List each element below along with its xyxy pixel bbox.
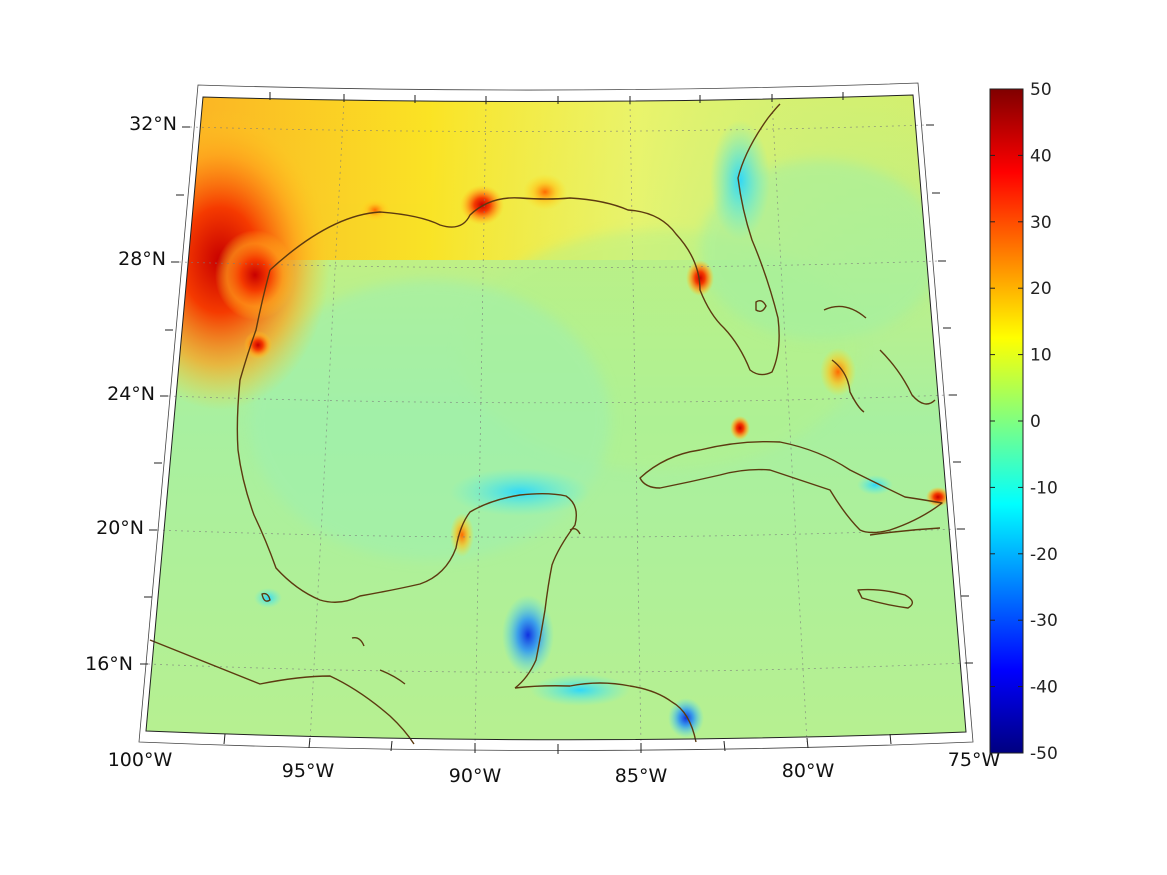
lat-label-20n: 20°N <box>96 517 144 539</box>
lon-label-80w: 80°W <box>782 760 835 782</box>
lon-label-75w: 75°W <box>948 749 1001 771</box>
lon-label-85w: 85°W <box>615 765 668 787</box>
graticule <box>147 99 966 746</box>
latitude-labels: 32°N 28°N 24°N 20°N 16°N <box>85 113 177 675</box>
colorbar-label: 20 <box>1030 279 1052 299</box>
longitude-labels: 100°W 95°W 90°W 85°W 80°W 75°W <box>108 749 1001 787</box>
colorbar-label: -10 <box>1030 478 1058 498</box>
lon-label-100w: 100°W <box>108 749 173 771</box>
colorbar-label: 50 <box>1030 80 1052 100</box>
map-frame <box>145 94 967 741</box>
frame-ticks <box>140 92 973 754</box>
lat-label-28n: 28°N <box>118 248 166 270</box>
lon-label-95w: 95°W <box>282 760 335 782</box>
map-frame-outer <box>138 82 974 751</box>
colorbar-labels: 50 40 30 20 10 0 -10 -20 -30 -40 -50 <box>1030 80 1058 764</box>
colorbar-label: 10 <box>1030 346 1052 366</box>
colorbar-label: 0 <box>1030 412 1041 432</box>
colorbar-label: -40 <box>1030 678 1058 698</box>
colorbar: 50 40 30 20 10 0 -10 -20 -30 -40 -50 <box>989 80 1058 764</box>
colorbar-label: -50 <box>1030 744 1058 764</box>
colorbar-label: 30 <box>1030 213 1052 233</box>
lat-label-16n: 16°N <box>85 653 133 675</box>
colorbar-label: 40 <box>1030 146 1052 166</box>
colorbar-ticks <box>990 88 1023 754</box>
lat-label-32n: 32°N <box>129 113 177 135</box>
lat-label-24n: 24°N <box>107 383 155 405</box>
coastlines <box>149 103 943 745</box>
colorbar-label: -20 <box>1030 545 1058 565</box>
colorbar-label: -30 <box>1030 611 1058 631</box>
lon-label-90w: 90°W <box>449 765 502 787</box>
data-field <box>146 95 966 740</box>
